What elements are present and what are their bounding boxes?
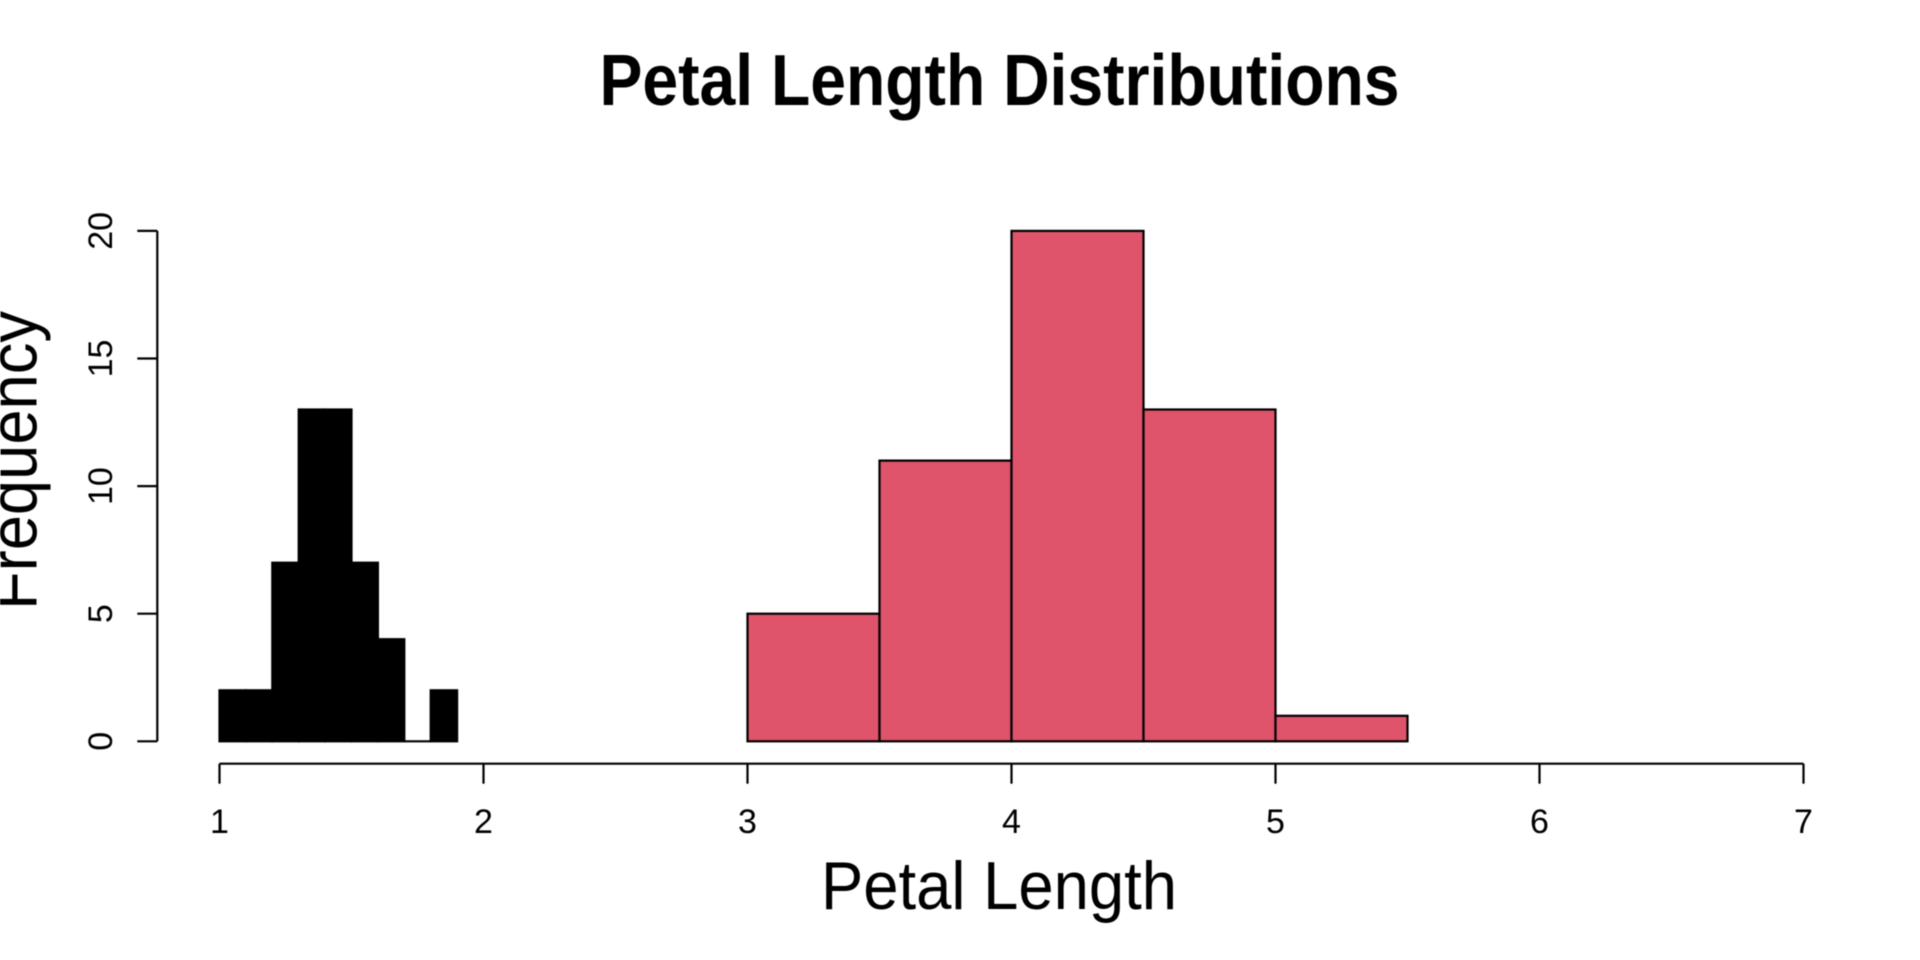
svg-text:Frequency: Frequency — [0, 311, 52, 610]
svg-text:15: 15 — [82, 340, 120, 378]
svg-text:1: 1 — [210, 803, 229, 841]
svg-text:Petal Length Distributions: Petal Length Distributions — [600, 41, 1400, 121]
svg-text:0: 0 — [82, 732, 120, 751]
svg-text:10: 10 — [82, 467, 120, 505]
svg-text:5: 5 — [82, 604, 120, 623]
svg-text:Petal Length: Petal Length — [821, 848, 1177, 924]
svg-text:5: 5 — [1266, 803, 1285, 841]
svg-text:3: 3 — [738, 803, 757, 841]
svg-text:2: 2 — [474, 803, 493, 841]
svg-text:20: 20 — [82, 212, 120, 250]
svg-text:4: 4 — [1002, 803, 1021, 841]
svg-text:7: 7 — [1794, 803, 1813, 841]
svg-text:6: 6 — [1530, 803, 1549, 841]
